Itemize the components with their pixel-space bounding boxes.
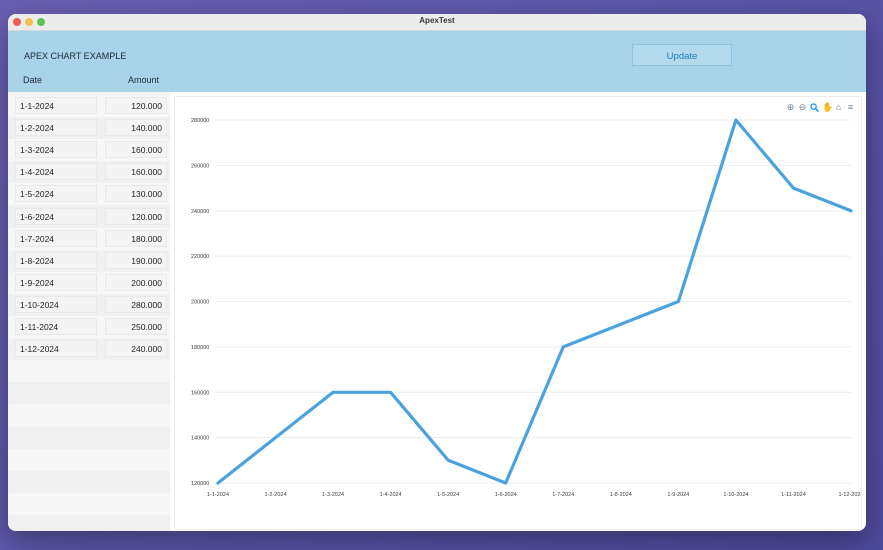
amount-cell[interactable]: 240.000	[105, 340, 167, 358]
minimize-window-button[interactable]	[25, 18, 33, 26]
amount-cell[interactable]: 190.000	[105, 251, 167, 269]
y-tick-label: 120000	[191, 481, 209, 487]
y-tick-label: 260000	[191, 163, 209, 169]
date-cell[interactable]: 1-2-2024	[15, 119, 97, 137]
y-tick-label: 180000	[191, 345, 209, 351]
date-cell[interactable]: 1-9-2024	[15, 273, 97, 291]
x-tick-label: 1-6-2024	[495, 492, 517, 498]
amount-cell[interactable]: 180.000	[105, 229, 167, 247]
x-tick-label: 1-7-2024	[552, 492, 574, 498]
date-cell[interactable]: 1-3-2024	[15, 141, 97, 159]
app-header: APEX CHART EXAMPLE Update Date Amount	[8, 31, 866, 92]
date-cell[interactable]: 1-7-2024	[15, 229, 97, 247]
table-stripe	[8, 360, 170, 383]
table-row[interactable]: 1-6-2024 120.000	[8, 206, 170, 228]
y-tick-label: 160000	[191, 390, 209, 396]
x-tick-label: 1-9-2024	[667, 492, 689, 498]
table-stripe	[8, 514, 170, 531]
table-row[interactable]: 1-9-2024 200.000	[8, 272, 170, 294]
date-cell[interactable]: 1-11-2024	[15, 318, 97, 335]
table-row[interactable]: 1-7-2024 180.000	[8, 228, 170, 250]
y-tick-label: 140000	[191, 436, 209, 442]
table-stripe	[8, 426, 170, 449]
title-bar[interactable]: ApexTest	[8, 14, 866, 31]
x-tick-label: 1-12-2024	[838, 492, 861, 498]
app-window: ApexTest APEX CHART EXAMPLE Update Date …	[8, 14, 866, 531]
x-tick-label: 1-5-2024	[437, 492, 459, 498]
home-reset-icon[interactable]: ⌂	[835, 102, 842, 112]
date-cell[interactable]: 1-10-2024	[15, 295, 97, 313]
x-tick-label: 1-4-2024	[380, 492, 402, 498]
zoom-in-icon[interactable]: ⊕	[786, 102, 795, 112]
y-tick-label: 200000	[191, 300, 209, 306]
table-stripe	[8, 470, 170, 493]
chart-canvas: 120000 140000 160000 180000 200000 220000 2400…	[191, 118, 864, 498]
x-tick-label: 1-1-2024	[207, 492, 229, 498]
menu-icon[interactable]: ≡	[847, 102, 854, 112]
date-cell[interactable]: 1-12-2024	[15, 340, 97, 358]
x-tick-label: 1-11-2024	[781, 492, 806, 498]
window-title: ApexTest	[419, 16, 455, 25]
table-row[interactable]: 1-10-2024 280.000	[8, 294, 170, 316]
amount-cell[interactable]: 280.000	[105, 295, 167, 313]
maximize-window-button[interactable]	[37, 18, 45, 26]
date-cell[interactable]: 1-1-2024	[15, 97, 97, 114]
table-row[interactable]: 1-8-2024 190.000	[8, 250, 170, 272]
table-row[interactable]: 1-5-2024 130.000	[8, 183, 170, 205]
table-row[interactable]: 1-3-2024 160.000	[8, 139, 170, 161]
line-chart: ⊕ ⊖ ✋ ⌂ ≡ 120000 140000 160000 180000 200000…	[174, 96, 864, 530]
series-line	[216, 118, 853, 485]
table-stripe	[8, 448, 170, 471]
chart-toolbar: ⊕ ⊖ ✋ ⌂ ≡	[786, 103, 855, 112]
table-row[interactable]: 1-12-2024 240.000	[8, 338, 170, 360]
y-tick-label: 240000	[191, 209, 209, 215]
table-stripe	[8, 404, 170, 427]
update-button[interactable]: Update	[632, 44, 732, 66]
table-stripe	[8, 382, 170, 405]
y-tick-label: 220000	[191, 254, 209, 260]
amount-cell[interactable]: 160.000	[105, 163, 167, 181]
table-row[interactable]: 1-2-2024 140.000	[8, 117, 170, 139]
amount-column-header: Amount	[128, 75, 160, 85]
y-tick-label: 280000	[191, 118, 209, 124]
date-cell[interactable]: 1-6-2024	[15, 207, 97, 225]
zoom-out-icon[interactable]: ⊖	[798, 102, 807, 112]
amount-cell[interactable]: 120.000	[105, 207, 167, 225]
amount-cell[interactable]: 160.000	[105, 141, 167, 159]
date-cell[interactable]: 1-5-2024	[15, 185, 97, 203]
close-window-button[interactable]	[13, 18, 21, 26]
table-row[interactable]: 1-4-2024 160.000	[8, 161, 170, 183]
date-cell[interactable]: 1-8-2024	[15, 251, 97, 269]
amount-cell[interactable]: 140.000	[105, 119, 167, 137]
table-stripe	[8, 492, 170, 515]
amount-cell[interactable]: 130.000	[105, 185, 167, 203]
pan-hand-icon[interactable]: ✋	[822, 102, 834, 112]
amount-cell[interactable]: 120.000	[105, 97, 167, 114]
date-cell[interactable]: 1-4-2024	[15, 163, 97, 181]
date-column-header: Date	[23, 75, 43, 85]
data-table: 1-1-2024 120.000 1-2-2024 140.000 1-3-2024 16…	[8, 92, 170, 531]
x-tick-label: 1-2-2024	[265, 492, 287, 498]
zoom-selection-icon[interactable]	[810, 103, 819, 112]
table-row[interactable]: 1-11-2024 250.000	[8, 316, 170, 338]
amount-cell[interactable]: 250.000	[105, 318, 167, 335]
table-row[interactable]: 1-1-2024 120.000	[8, 95, 170, 117]
page-title: APEX CHART EXAMPLE	[24, 51, 127, 61]
x-tick-label: 1-10-2024	[723, 492, 748, 498]
x-tick-label: 1-8-2024	[610, 492, 632, 498]
amount-cell[interactable]: 200.000	[105, 273, 167, 291]
x-tick-label: 1-3-2024	[322, 492, 344, 498]
